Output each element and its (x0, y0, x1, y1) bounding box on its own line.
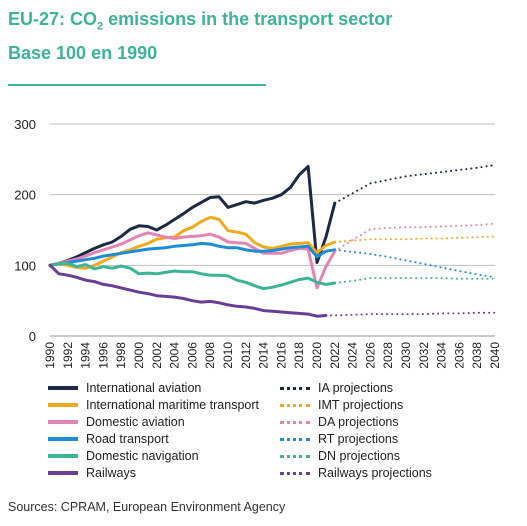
legend-label: Railways projections (318, 466, 432, 480)
legend-item: Domestic aviation (48, 415, 185, 429)
series-line-domestic-aviation (48, 231, 337, 290)
legend-swatch (48, 437, 78, 441)
series-line-domestic-navigation (48, 261, 337, 291)
x-tick-label: 2040 (488, 342, 502, 369)
y-tick-label: 100 (14, 258, 36, 273)
legend-swatch (280, 471, 310, 475)
legend-swatch (48, 420, 78, 424)
legend-item: Domestic navigation (48, 449, 199, 463)
legend-item: International aviation (48, 381, 201, 395)
legend-swatch (280, 403, 310, 407)
x-tick-label: 2014 (257, 342, 271, 369)
x-tick-label: 2010 (221, 342, 235, 369)
legend-label: DN projections (318, 449, 400, 463)
legend-item: IA projections (280, 381, 393, 395)
chart-subtitle: Base 100 en 1990 (8, 42, 158, 63)
x-tick-label: 2012 (239, 342, 253, 369)
x-tick-label: 2006 (185, 342, 199, 369)
series-line-road-transport (48, 241, 337, 267)
y-tick-label: 200 (14, 188, 36, 203)
legend-label: DA projections (318, 415, 399, 429)
legend-swatch (48, 386, 78, 390)
subscript-2: 2 (97, 20, 104, 33)
legend-swatch (280, 420, 310, 424)
legend-swatch (48, 403, 78, 407)
legend-label: RT projections (318, 432, 399, 446)
x-tick-label: 2002 (150, 342, 164, 369)
legend-label: Domestic aviation (86, 415, 185, 429)
legend-swatch (280, 437, 310, 441)
source-note: Sources: CPRAM, European Environment Age… (8, 500, 286, 514)
x-tick-label: 2004 (168, 342, 182, 369)
legend-item: International maritime transport (48, 398, 259, 412)
series-line-rt-projections (333, 248, 496, 279)
legend-item: Railways (48, 466, 136, 480)
legend-label: Road transport (86, 432, 169, 446)
series-line-da-projections (333, 222, 496, 253)
x-tick-label: 2016 (274, 342, 288, 369)
legend-label: International aviation (86, 381, 202, 395)
chart-title-line1: EU-27: CO2 emissions in the transport se… (8, 9, 393, 33)
x-tick-label: 2038 (470, 342, 484, 369)
y-tick-label: 300 (14, 117, 36, 132)
series-line-railways-projections (324, 311, 496, 317)
legend-swatch (48, 471, 78, 475)
series-line-international-aviation (48, 164, 337, 267)
series-line-international-maritime-transport (48, 215, 337, 270)
series-line-ia-projections (333, 164, 496, 205)
legend-item: RT projections (280, 432, 398, 446)
legend-swatch (48, 454, 78, 458)
x-tick-label: 1998 (114, 342, 128, 369)
x-tick-label: 1990 (43, 342, 57, 369)
y-axis: 0 100 200 300 (14, 117, 36, 344)
legend-item: Road transport (48, 432, 169, 446)
chart-title: EU-27: CO2 emissions in the transport se… (8, 6, 392, 66)
x-tick-label: 1992 (61, 342, 75, 369)
x-tick-label: 2034 (435, 342, 449, 369)
x-tick-label: 2036 (452, 342, 466, 369)
x-tick-label: 2022 (328, 342, 342, 369)
x-tick-label: 2000 (132, 342, 146, 369)
legend-swatch (280, 454, 310, 458)
series-line-railways (48, 263, 328, 318)
legend-swatch (280, 386, 310, 390)
legend-label: Railways (86, 466, 137, 480)
legend-item: Railways projections (280, 466, 432, 480)
legend-item: DN projections (280, 449, 400, 463)
legend-label: IA projections (318, 381, 394, 395)
legend-item: DA projections (280, 415, 399, 429)
x-tick-label: 2028 (381, 342, 395, 369)
legend-label: IMT projections (318, 398, 404, 412)
x-tick-label: 1994 (79, 342, 93, 369)
x-tick-label: 2032 (417, 342, 431, 369)
legend-label: International maritime transport (86, 398, 259, 412)
line-chart: 0 100 200 300 1990 1992 1994 1996 1998 2000 2002 2… (14, 117, 502, 369)
x-tick-label: 2018 (292, 342, 306, 369)
title-divider (8, 84, 266, 86)
series-lines (48, 164, 496, 318)
y-tick-label: 0 (29, 329, 36, 344)
series-line-imt-projections (333, 235, 496, 243)
series-line-dn-projections (333, 277, 496, 284)
legend-label: Domestic navigation (86, 449, 199, 463)
x-axis: 1990 1992 1994 1996 1998 2000 2002 2004 2006 2008… (43, 335, 502, 369)
x-tick-label: 2030 (399, 342, 413, 369)
x-tick-label: 2020 (310, 342, 324, 369)
x-tick-label: 2008 (203, 342, 217, 369)
legend-item: IMT projections (280, 398, 403, 412)
x-tick-label: 2024 (346, 342, 360, 369)
x-tick-label: 1996 (96, 342, 110, 369)
x-tick-label: 2026 (363, 342, 377, 369)
